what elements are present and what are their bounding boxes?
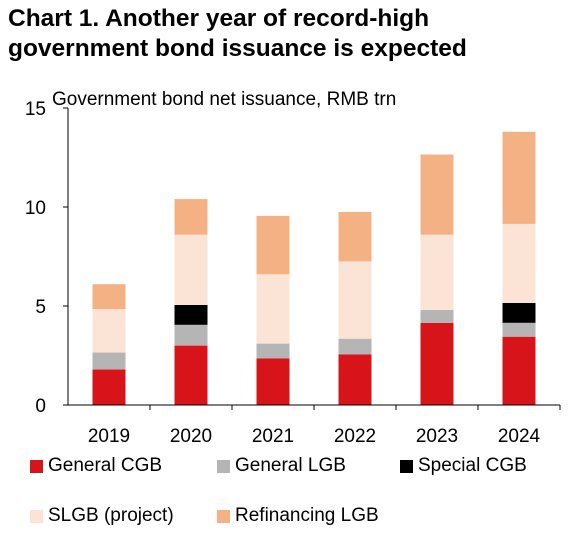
y-tick-label-0: 0 (35, 396, 46, 417)
legend-item-general-lgb: General LGB (217, 455, 346, 477)
y-tick-label-10: 10 (25, 198, 46, 219)
bar-segment-2023-slgb-project (420, 234, 454, 310)
bar-segment-2020-refinancing-lgb (174, 199, 208, 235)
chart-title-line-1: Chart 1. Another year of record-high (8, 5, 430, 32)
x-tick-label-2020: 2020 (170, 426, 212, 447)
chart-title-line-2: government bond issuance is expected (8, 35, 467, 62)
axes-group: 2019 2020 2021 2022 2023 2024 0 5 10 15 (25, 99, 561, 447)
legend-label-slgb-project: SLGB (project) (48, 505, 174, 526)
legend-label-special-cgb: Special CGB (418, 455, 527, 476)
x-tick-label-2019: 2019 (88, 426, 130, 447)
bar-segment-2024-slgb-project (502, 223, 536, 303)
bars-group (92, 131, 536, 405)
x-tick-label-2024: 2024 (498, 426, 541, 447)
bar-segment-2019-general-lgb (92, 352, 126, 370)
legend-label-general-lgb: General LGB (235, 455, 346, 476)
bar-segment-2024-general-lgb (502, 322, 536, 337)
legend-label-refinancing-lgb: Refinancing LGB (235, 505, 379, 526)
y-axis-label: Government bond net issuance, RMB trn (52, 89, 396, 110)
legend-item-general-cgb: General CGB (30, 455, 162, 477)
legend-swatch-slgb-project (30, 509, 43, 523)
legend-swatch-general-cgb (30, 459, 43, 473)
bar-segment-2021-general-lgb (256, 343, 290, 359)
bar-segment-2023-general-cgb (420, 322, 454, 405)
bar-segment-2020-slgb-project (174, 234, 208, 305)
x-tick-label-2021: 2021 (252, 426, 294, 447)
legend-item-slgb-project: SLGB (project) (30, 505, 174, 527)
bar-segment-2019-general-cgb (92, 369, 126, 405)
x-tick-label-2022: 2022 (334, 426, 376, 447)
bar-segment-2020-special-cgb (174, 305, 208, 325)
bar-segment-2020-general-lgb (174, 324, 208, 346)
legend-swatch-refinancing-lgb (217, 509, 230, 523)
bar-segment-2023-refinancing-lgb (420, 154, 454, 235)
legend-item-special-cgb: Special CGB (400, 455, 527, 477)
bar-segment-2021-general-cgb (256, 358, 290, 405)
bar-segment-2022-refinancing-lgb (338, 211, 372, 262)
bar-segment-2019-refinancing-lgb (92, 284, 126, 309)
bar-segment-2021-refinancing-lgb (256, 215, 290, 275)
legend-swatch-special-cgb (400, 459, 413, 473)
bar-segment-2022-general-lgb (338, 338, 372, 355)
bar-segment-2024-refinancing-lgb (502, 131, 536, 224)
y-tick-label-15: 15 (25, 99, 46, 120)
bar-segment-2021-slgb-project (256, 274, 290, 344)
bar-segment-2024-special-cgb (502, 303, 536, 323)
bar-segment-2019-slgb-project (92, 309, 126, 353)
legend-item-refinancing-lgb: Refinancing LGB (217, 505, 379, 527)
bar-segment-2022-slgb-project (338, 261, 372, 339)
legend-swatch-general-lgb (217, 459, 230, 473)
x-tick-label-2023: 2023 (416, 426, 458, 447)
legend-label-general-cgb: General CGB (48, 455, 163, 476)
bar-segment-2020-general-cgb (174, 345, 208, 405)
bar-segment-2023-general-lgb (420, 310, 454, 323)
chart-title: Chart 1. Another year of record-high gov… (8, 4, 573, 64)
bar-segment-2024-general-cgb (502, 336, 536, 405)
y-tick-label-5: 5 (35, 297, 46, 318)
bar-segment-2022-general-cgb (338, 354, 372, 405)
